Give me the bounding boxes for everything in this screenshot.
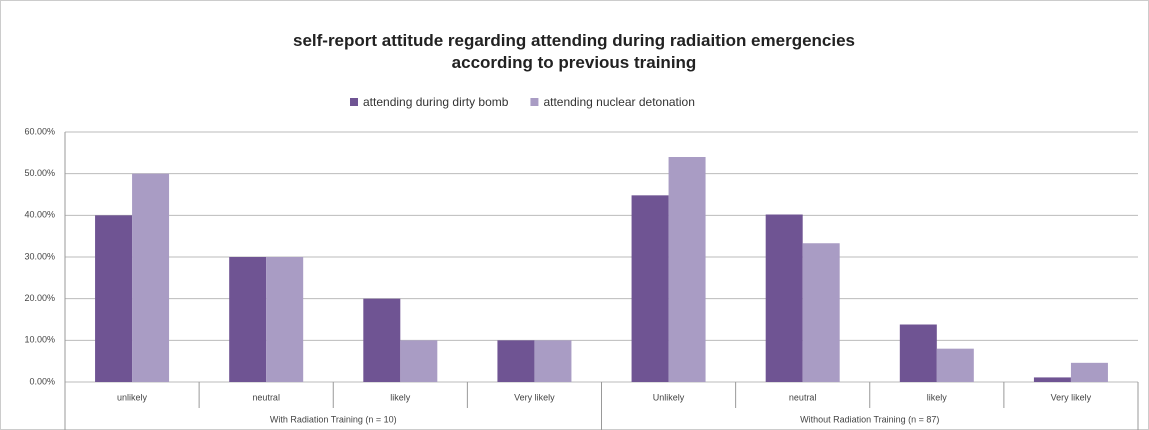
bar (802, 243, 840, 382)
bar (95, 215, 133, 382)
chart-title: self-report attitude regarding attending… (292, 31, 856, 72)
y-tick-label: 0.00% (29, 376, 55, 386)
legend-swatch (530, 98, 539, 106)
y-tick-label: 20.00% (24, 293, 55, 303)
y-tick-label: 60.00% (24, 126, 55, 136)
x-tick-label: neutral (789, 392, 817, 402)
y-tick-label: 40.00% (24, 210, 55, 220)
bar (534, 340, 572, 382)
bar (1070, 362, 1108, 382)
y-tick-label: 30.00% (24, 251, 55, 261)
y-tick-label: 10.00% (24, 335, 55, 345)
bar (1033, 377, 1071, 382)
legend-swatch (350, 98, 358, 106)
y-tick-label: 50.00% (24, 168, 55, 178)
x-tick-label: Very likely (1051, 392, 1092, 402)
group-label: Without Radiation Training (n = 87) (800, 414, 939, 424)
bar (899, 324, 937, 382)
bar (936, 348, 974, 382)
bar (497, 340, 535, 382)
bar (229, 257, 267, 382)
bar (400, 340, 438, 382)
x-tick-label: Very likely (514, 392, 555, 402)
bar (266, 257, 304, 382)
x-tick-label: unlikely (117, 392, 148, 402)
legend-label: attending nuclear detonation (543, 95, 694, 109)
x-tick-label: neutral (252, 392, 280, 402)
legend-label: attending during dirty bomb (363, 95, 509, 109)
x-tick-label: Unlikely (653, 392, 685, 402)
bar (765, 214, 803, 382)
x-tick-label: likely (927, 392, 948, 402)
bar (132, 173, 170, 382)
bar (363, 298, 401, 382)
bar (631, 195, 669, 382)
bar (668, 157, 706, 382)
group-label: With Radiation Training (n = 10) (270, 414, 397, 424)
x-tick-label: likely (390, 392, 411, 402)
